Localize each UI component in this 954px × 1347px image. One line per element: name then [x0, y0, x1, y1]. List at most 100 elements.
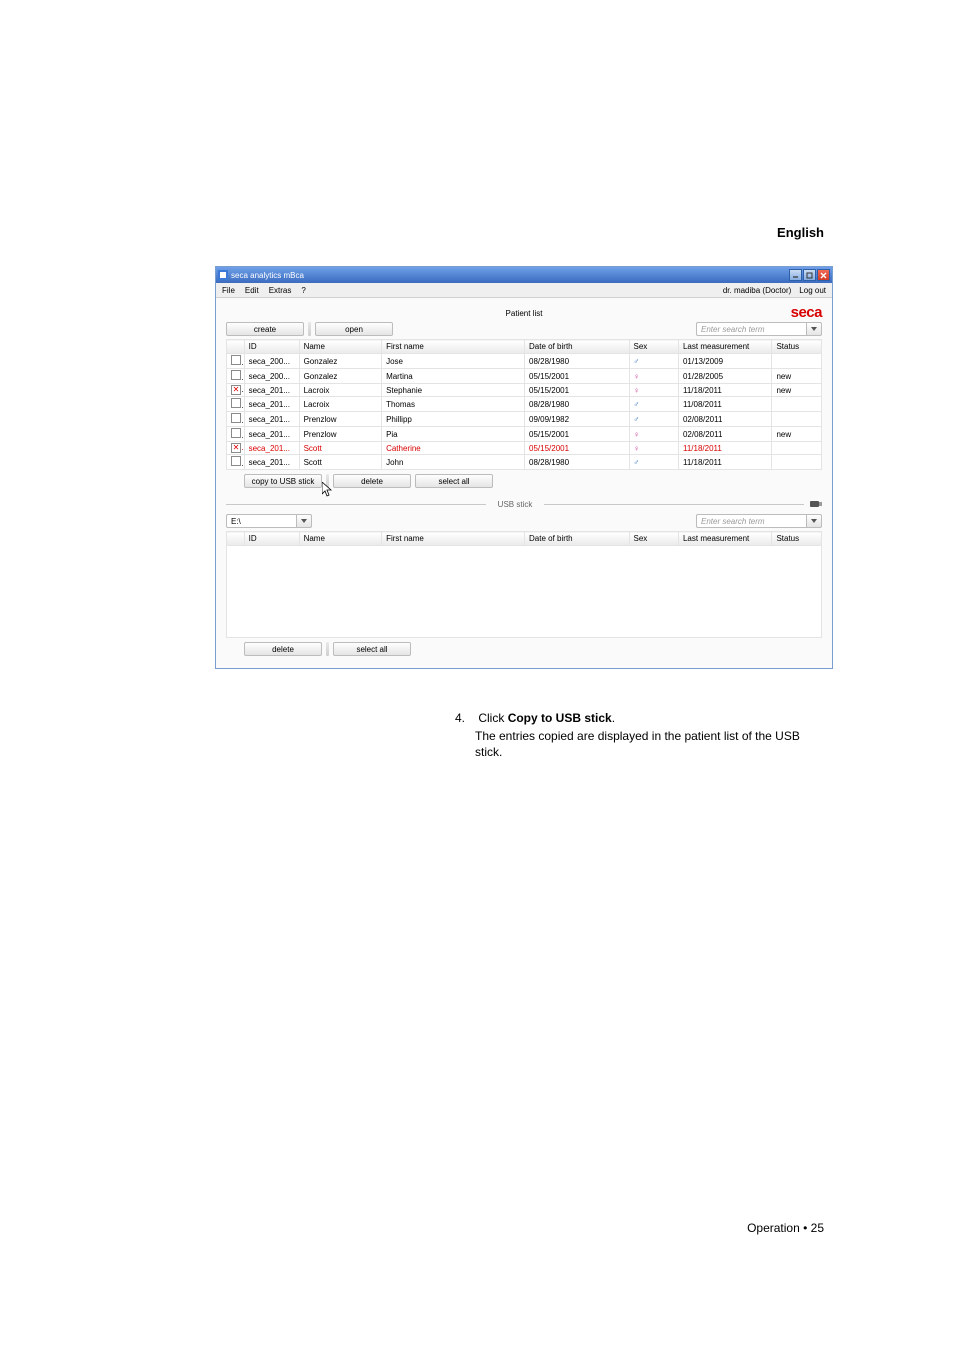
cell-id: seca_201... [244, 442, 299, 455]
minimize-button[interactable] [789, 269, 802, 281]
cell-status [772, 455, 822, 470]
usb-icon [810, 499, 822, 509]
usb-search-input[interactable]: Enter search term [696, 514, 806, 528]
cell-last-measurement: 02/08/2011 [678, 427, 771, 442]
table-row[interactable]: seca_200...GonzalezJose08/28/1980♂01/13/… [227, 354, 822, 369]
cell-dob: 05/15/2001 [525, 427, 629, 442]
page-footer: Operation • 25 [747, 1221, 824, 1235]
usb-header-dob[interactable]: Date of birth [525, 532, 629, 546]
header-id[interactable]: ID [244, 340, 299, 354]
menu-extras[interactable]: Extras [269, 286, 292, 295]
cell-id: seca_200... [244, 354, 299, 369]
menu-help[interactable]: ? [301, 286, 305, 295]
separator [308, 322, 311, 336]
header-first-name[interactable]: First name [382, 340, 525, 354]
menu-file[interactable]: File [222, 286, 235, 295]
usb-toolbar: E:\ Enter search term [226, 514, 822, 528]
cell-first-name: Pia [382, 427, 525, 442]
drive-dropdown[interactable] [296, 514, 312, 528]
cell-name: Prenzlow [299, 412, 381, 427]
cell-sex: ♀ [629, 369, 678, 384]
search-input[interactable]: Enter search term [696, 322, 806, 336]
search-dropdown[interactable] [806, 322, 822, 336]
header-last-measurement[interactable]: Last measurement [678, 340, 771, 354]
cell-last-measurement: 01/28/2005 [678, 369, 771, 384]
cell-status [772, 412, 822, 427]
usb-header-last-measurement[interactable]: Last measurement [678, 532, 771, 546]
header-dob[interactable]: Date of birth [525, 340, 629, 354]
select-all-button[interactable]: select all [415, 474, 493, 488]
table-row[interactable]: seca_201...LacroixStephanie05/15/2001♀11… [227, 384, 822, 397]
cell-status [772, 442, 822, 455]
table-row[interactable]: seca_201...PrenzlowPhillipp09/09/1982♂02… [227, 412, 822, 427]
cell-last-measurement: 11/18/2011 [678, 442, 771, 455]
open-button[interactable]: open [315, 322, 393, 336]
header-name[interactable]: Name [299, 340, 381, 354]
cell-sex: ♂ [629, 397, 678, 412]
cell-name: Scott [299, 442, 381, 455]
cell-status [772, 397, 822, 412]
row-checkbox[interactable] [231, 370, 241, 380]
usb-header-sex[interactable]: Sex [629, 532, 678, 546]
app-icon [218, 270, 228, 280]
step-text: Click Copy to USB stick. [478, 711, 615, 725]
usb-delete-button[interactable]: delete [244, 642, 322, 656]
language-label: English [777, 225, 824, 240]
cell-id: seca_201... [244, 384, 299, 397]
usb-actions: delete select all [226, 642, 822, 656]
create-button[interactable]: create [226, 322, 304, 336]
usb-header-first-name[interactable]: First name [382, 532, 525, 546]
table-row[interactable]: seca_201...ScottCatherine05/15/2001♀11/1… [227, 442, 822, 455]
usb-table-header: ID Name First name Date of birth Sex Las… [227, 532, 822, 546]
delete-button[interactable]: delete [333, 474, 411, 488]
drive-select[interactable]: E:\ [226, 514, 296, 528]
usb-header-name[interactable]: Name [299, 532, 381, 546]
table-row[interactable]: seca_201...LacroixThomas08/28/1980♂11/08… [227, 397, 822, 412]
header-sex[interactable]: Sex [629, 340, 678, 354]
patient-toolbar: create open Enter search term [226, 322, 822, 336]
usb-table: ID Name First name Date of birth Sex Las… [226, 531, 822, 638]
cell-sex: ♀ [629, 384, 678, 397]
header-status[interactable]: Status [772, 340, 822, 354]
title-bar: seca analytics mBca [216, 267, 832, 283]
copy-to-usb-button[interactable]: copy to USB stick [244, 474, 322, 488]
separator [326, 474, 329, 488]
maximize-button[interactable] [803, 269, 816, 281]
header-checkbox [227, 340, 245, 354]
table-row[interactable]: seca_201...PrenzlowPia05/15/2001♀02/08/2… [227, 427, 822, 442]
usb-header-id[interactable]: ID [244, 532, 299, 546]
row-checkbox[interactable] [231, 413, 241, 423]
row-checkbox[interactable] [231, 355, 241, 365]
table-row[interactable]: seca_201...ScottJohn08/28/1980♂11/18/201… [227, 455, 822, 470]
table-row[interactable]: seca_200...GonzalezMartina05/15/2001♀01/… [227, 369, 822, 384]
close-button[interactable] [817, 269, 830, 281]
row-checkbox[interactable] [231, 385, 241, 395]
cell-first-name: Martina [382, 369, 525, 384]
cell-status: new [772, 427, 822, 442]
row-checkbox[interactable] [231, 428, 241, 438]
usb-header-checkbox [227, 532, 245, 546]
cell-first-name: Catherine [382, 442, 525, 455]
window-title: seca analytics mBca [231, 271, 304, 280]
usb-header-status[interactable]: Status [772, 532, 822, 546]
usb-search-dropdown[interactable] [806, 514, 822, 528]
row-checkbox[interactable] [231, 443, 241, 453]
row-checkbox[interactable] [231, 456, 241, 466]
cell-dob: 09/09/1982 [525, 412, 629, 427]
logout-link[interactable]: Log out [799, 286, 826, 295]
row-checkbox[interactable] [231, 398, 241, 408]
cell-name: Gonzalez [299, 354, 381, 369]
menu-edit[interactable]: Edit [245, 286, 259, 295]
patient-list-title: Patient list [226, 309, 822, 318]
cell-dob: 05/15/2001 [525, 384, 629, 397]
cell-status: new [772, 369, 822, 384]
cell-status: new [772, 384, 822, 397]
step-number: 4. [455, 710, 475, 726]
patient-table-header: ID Name First name Date of birth Sex Las… [227, 340, 822, 354]
cell-first-name: Stephanie [382, 384, 525, 397]
cell-first-name: John [382, 455, 525, 470]
patient-actions: copy to USB stick delete select all [226, 474, 822, 488]
cell-id: seca_201... [244, 397, 299, 412]
usb-select-all-button[interactable]: select all [333, 642, 411, 656]
cell-last-measurement: 02/08/2011 [678, 412, 771, 427]
